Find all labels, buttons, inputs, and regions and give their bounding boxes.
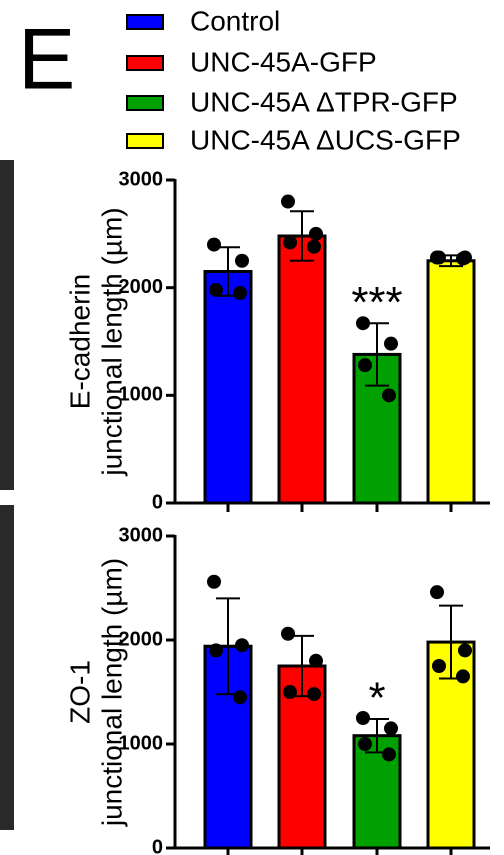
data-point	[430, 585, 444, 600]
bar	[203, 270, 253, 505]
legend-label: UNC-45A ΔUCS-GFP	[190, 124, 461, 155]
y-tick-label: 2000	[119, 276, 164, 298]
data-point	[309, 653, 323, 668]
data-point	[309, 226, 323, 241]
data-point	[307, 239, 321, 254]
data-point	[382, 388, 396, 403]
bar	[426, 259, 476, 505]
legend-swatch	[126, 95, 164, 111]
micrograph-strip	[0, 160, 14, 490]
data-point	[356, 711, 370, 725]
data-point	[207, 237, 221, 252]
data-point	[207, 574, 221, 589]
y-tick-label: 2000	[119, 628, 164, 650]
legend-label: UNC-45A ΔTPR-GFP	[190, 86, 458, 117]
data-point	[235, 253, 249, 268]
y-axis-label: E-cadherin	[64, 274, 95, 409]
data-point	[283, 685, 297, 699]
y-axis-label: ZO-1	[64, 660, 95, 724]
data-point	[458, 643, 472, 658]
y-tick-label: 3000	[119, 168, 164, 190]
y-axis-label: junctional length (µm)	[96, 558, 127, 827]
bar	[277, 234, 327, 505]
significance: *	[368, 674, 385, 723]
data-point	[382, 747, 396, 762]
legend-label: Control	[190, 5, 280, 36]
micrograph-strip	[0, 505, 14, 830]
data-point	[432, 659, 446, 673]
y-axis-label: junctional length (µm)	[96, 207, 127, 476]
y-tick-label: 0	[152, 836, 163, 855]
data-point	[432, 250, 446, 265]
data-point	[307, 687, 321, 702]
data-point	[281, 194, 295, 209]
data-point	[384, 336, 398, 351]
data-point	[235, 638, 249, 653]
data-point	[384, 721, 398, 736]
data-point	[356, 316, 370, 331]
data-point	[233, 286, 247, 301]
data-point	[456, 669, 470, 684]
legend-label: UNC-45A-GFP	[190, 46, 377, 77]
legend-swatch	[126, 133, 164, 149]
data-point	[209, 282, 223, 297]
legend-swatch	[126, 55, 164, 71]
y-tick-label: 0	[152, 491, 163, 513]
data-point	[281, 626, 295, 641]
data-point	[358, 358, 372, 373]
y-tick-label: 1000	[119, 732, 164, 754]
data-point	[233, 690, 247, 705]
legend-swatch	[126, 14, 164, 30]
y-tick-label: 1000	[119, 384, 164, 406]
y-tick-label: 3000	[119, 524, 164, 546]
data-point	[456, 251, 470, 266]
data-point	[358, 737, 372, 751]
significance: ***	[351, 278, 402, 327]
data-point	[283, 235, 297, 250]
panel-label: E	[18, 12, 75, 108]
data-point	[209, 643, 223, 658]
